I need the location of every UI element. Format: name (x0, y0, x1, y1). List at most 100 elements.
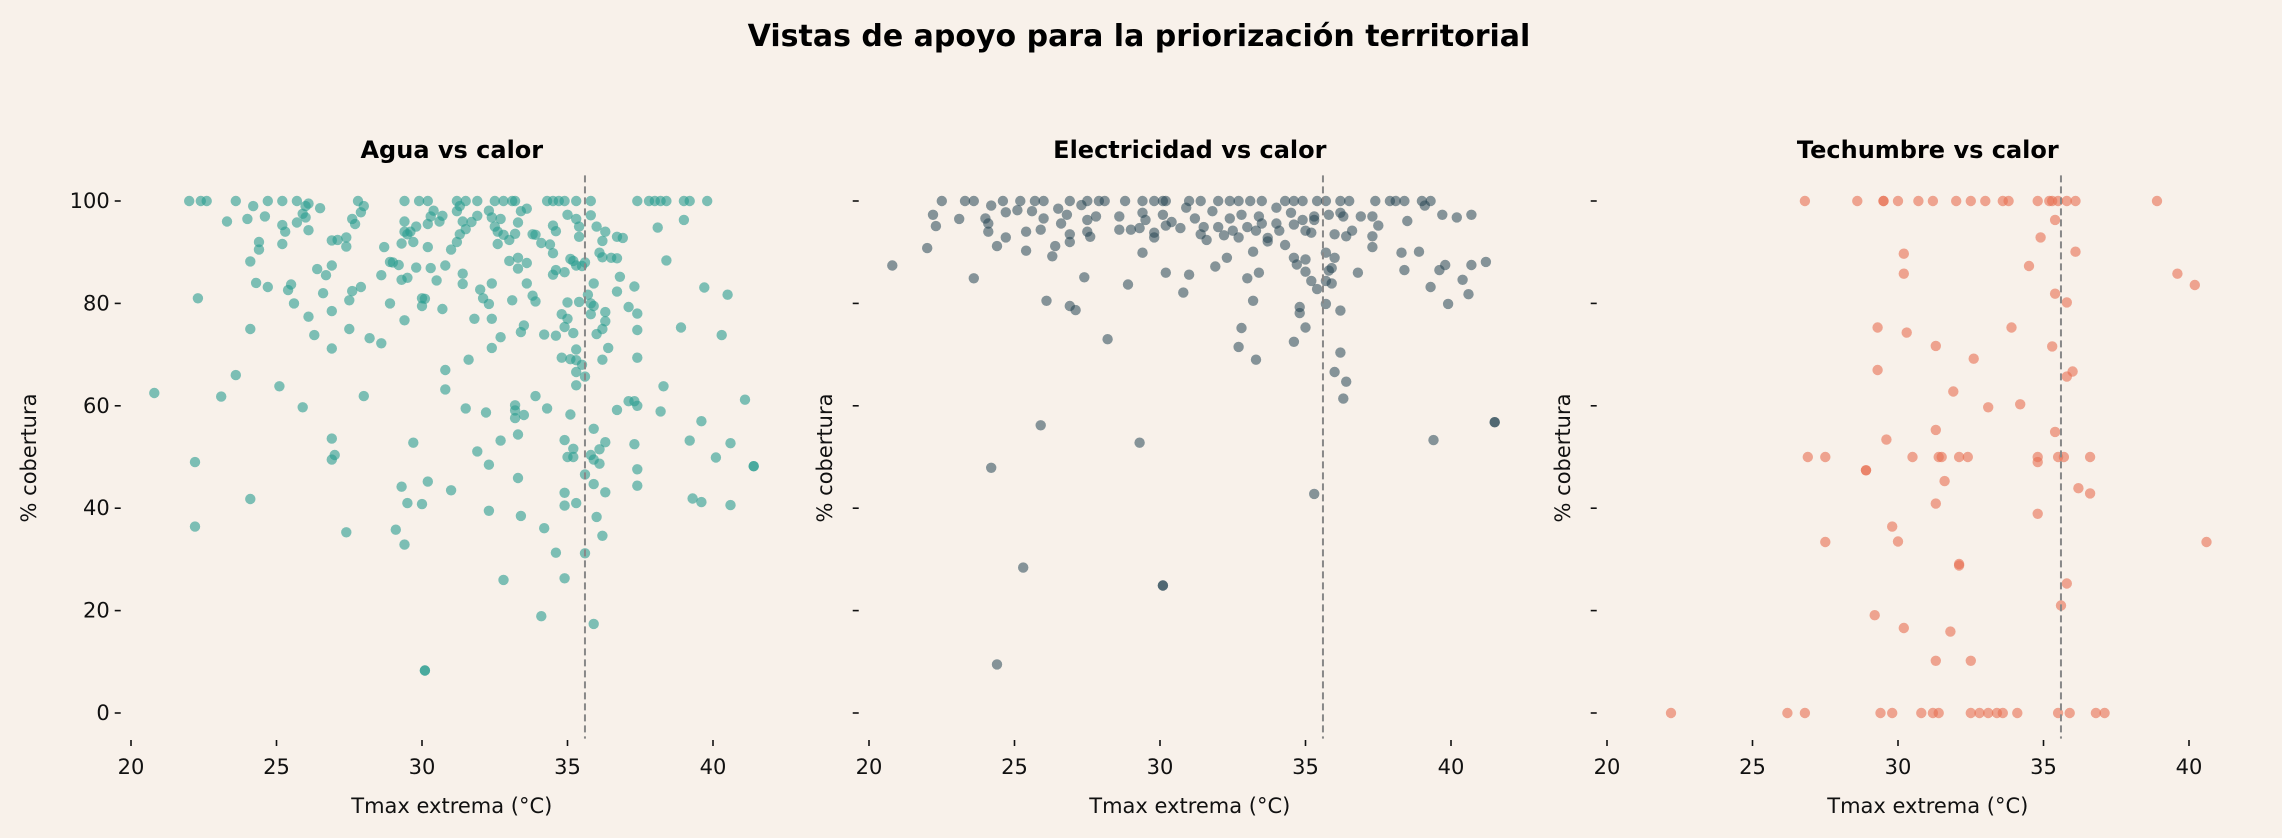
data-point (1980, 195, 1991, 207)
data-point (460, 403, 471, 414)
y-axis-label: % cobertura (813, 394, 837, 523)
data-point (498, 574, 509, 586)
data-point (559, 500, 570, 511)
data-point (457, 268, 468, 279)
data-point (2035, 232, 2046, 243)
data-point (1300, 266, 1311, 277)
data-point (568, 451, 579, 463)
data-point (632, 308, 643, 319)
data-point (1983, 402, 1994, 413)
panel-2: Electricidad vs calor 20 25 30 35 40 Tmax extr… (813, 136, 1500, 818)
data-point (422, 476, 433, 487)
data-point (936, 195, 947, 207)
data-point (986, 200, 997, 211)
data-point (518, 409, 530, 421)
data-point (539, 329, 550, 340)
data-point (1782, 707, 1793, 719)
x-tick-label: 40 (700, 755, 727, 779)
data-point (425, 262, 436, 274)
data-point (544, 239, 556, 250)
data-point (600, 316, 611, 327)
data-point (594, 444, 605, 455)
data-point (332, 234, 343, 246)
data-point (1945, 626, 1956, 637)
data-point (1140, 214, 1151, 226)
data-point (495, 435, 506, 446)
data-point (1064, 236, 1076, 248)
data-point (1099, 195, 1110, 207)
data-point (588, 423, 599, 434)
data-point (1076, 199, 1087, 211)
data-point (1951, 195, 1962, 207)
data-point (2070, 195, 2081, 207)
data-point (588, 300, 599, 312)
data-point (1224, 195, 1236, 207)
data-point (1425, 281, 1436, 293)
data-point (498, 195, 509, 207)
data-point (291, 195, 303, 207)
data-point (559, 267, 570, 278)
data-point (655, 406, 666, 417)
data-point (1020, 226, 1032, 237)
panel-title: Agua vs calor (360, 136, 543, 164)
data-point (437, 303, 448, 315)
data-point (986, 462, 997, 473)
data-point (454, 200, 465, 212)
data-point (632, 195, 643, 207)
panel-1: Agua vs calor 0 20 40 60 80 100 20 25 30 35 40 Tmax … (17, 136, 759, 818)
data-point (1930, 340, 1942, 352)
data-point (1930, 655, 1942, 666)
data-point (1898, 248, 1910, 259)
data-point (1892, 536, 1904, 547)
data-point (2099, 707, 2110, 719)
data-point (1344, 195, 1355, 207)
data-point (1233, 195, 1244, 207)
data-point (687, 493, 698, 504)
data-point (1326, 262, 1337, 274)
data-point (245, 256, 256, 267)
data-point (1291, 259, 1303, 270)
data-point (1224, 213, 1236, 224)
x-axis-label: Tmax extrema (°C) (1088, 794, 1290, 818)
y-tick-label: 100 (70, 189, 110, 213)
data-point (192, 293, 204, 304)
data-point (550, 330, 562, 341)
data-point (588, 278, 599, 289)
panel-title: Electricidad vs calor (1053, 136, 1326, 164)
data-point (1860, 465, 1872, 476)
data-point (1887, 707, 1898, 719)
data-point (547, 248, 559, 259)
data-point (1820, 536, 1831, 548)
data-point (358, 390, 369, 402)
data-point (2015, 399, 2026, 410)
data-point (1820, 451, 1831, 463)
data-point (1872, 322, 1883, 333)
data-point (600, 306, 611, 318)
data-point (2201, 536, 2212, 548)
data-point (571, 260, 582, 271)
data-point (411, 221, 422, 232)
data-point (486, 278, 497, 289)
data-point (245, 493, 256, 505)
data-point (585, 210, 596, 221)
data-point (1370, 195, 1381, 207)
data-point (1311, 195, 1323, 207)
data-point (588, 618, 599, 630)
data-point (445, 244, 457, 255)
data-point (1288, 336, 1300, 347)
data-point (541, 403, 553, 414)
data-point (1451, 212, 1463, 223)
data-point (571, 497, 582, 509)
data-point (2189, 279, 2200, 291)
data-point (250, 277, 262, 289)
data-point (402, 272, 413, 283)
data-point (349, 218, 361, 230)
data-point (1306, 227, 1317, 238)
data-point (1035, 224, 1046, 235)
data-point (684, 435, 695, 446)
data-point (2073, 483, 2084, 494)
data-point (611, 253, 623, 264)
data-point (725, 438, 736, 449)
data-point (1329, 252, 1340, 263)
x-tick-label: 30 (1147, 755, 1174, 779)
